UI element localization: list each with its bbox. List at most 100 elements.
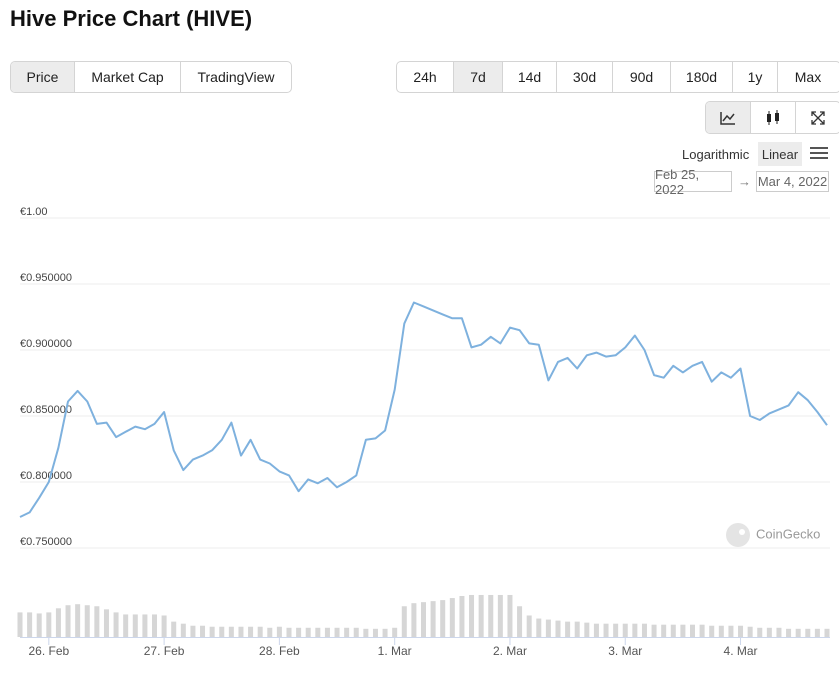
volume-bar xyxy=(728,625,734,637)
volume-bar xyxy=(238,626,244,637)
volume-bar xyxy=(315,627,321,637)
volume-bar xyxy=(641,623,647,637)
volume-bar xyxy=(65,605,71,637)
volume-bar xyxy=(622,623,628,637)
linear-option[interactable]: Linear xyxy=(758,142,802,166)
volume-bar xyxy=(440,600,446,637)
watermark: CoinGecko xyxy=(726,523,820,547)
x-tick-label: 28. Feb xyxy=(259,644,300,658)
volume-bar xyxy=(209,626,215,637)
volume-bar xyxy=(286,627,292,637)
volume-bar xyxy=(757,627,763,637)
date-arrow: → xyxy=(738,174,751,189)
volume-bar xyxy=(488,594,494,637)
volume-bar xyxy=(670,624,676,637)
line-icon xyxy=(720,111,735,125)
tab[interactable]: Market Cap xyxy=(75,62,181,92)
volume-bar xyxy=(353,627,359,637)
volume-bar xyxy=(449,598,455,637)
volume-bar xyxy=(690,624,695,637)
volume-bar xyxy=(593,623,599,637)
line-chart-button[interactable] xyxy=(706,102,751,133)
volume-bar xyxy=(565,621,571,637)
volume-bar xyxy=(171,621,177,637)
volume-bar xyxy=(574,621,580,637)
range-button[interactable]: 90d xyxy=(613,62,671,92)
volume-bar xyxy=(776,627,782,637)
volume-bar xyxy=(555,620,561,637)
volume-bar xyxy=(75,604,81,637)
menu-icon[interactable] xyxy=(810,146,828,160)
candle-icon xyxy=(767,109,779,125)
volume-bar xyxy=(344,627,350,637)
range-button[interactable]: 24h xyxy=(397,62,454,92)
volume-bar xyxy=(718,625,724,637)
volume-bar xyxy=(709,625,715,637)
volume-bar xyxy=(324,627,330,637)
volume-bar xyxy=(536,618,542,637)
range-group: 24h 7d 14d 30d 90d 180d 1y Max xyxy=(396,61,839,93)
date-to[interactable]: Mar 4, 2022 xyxy=(756,171,829,192)
volume-bar xyxy=(680,624,686,637)
y-tick-label: €0.750000 xyxy=(20,536,72,548)
volume-bar xyxy=(430,601,436,637)
volume-bar xyxy=(651,624,657,637)
volume-bar xyxy=(497,594,503,637)
volume-bar xyxy=(190,625,196,637)
volume-bar xyxy=(603,623,609,637)
chart-type-group xyxy=(705,101,839,134)
tab[interactable]: Price xyxy=(11,62,75,92)
volume-bar xyxy=(248,626,254,637)
volume-bar xyxy=(421,602,426,637)
volume-bar xyxy=(113,612,119,637)
volume-bar xyxy=(200,625,206,637)
volume-bar xyxy=(296,627,302,637)
x-tick-label: 26. Feb xyxy=(28,644,69,658)
volume-bar xyxy=(123,614,129,637)
watermark-text: CoinGecko xyxy=(756,526,820,541)
volume-bar xyxy=(661,624,667,637)
watermark-logo xyxy=(726,523,750,547)
volume-bar xyxy=(747,626,753,637)
volume-bar xyxy=(699,624,705,637)
x-tick-label: 3. Mar xyxy=(608,644,642,658)
volume-bar xyxy=(401,606,407,637)
volume-bar xyxy=(372,628,378,637)
range-button[interactable]: Max xyxy=(794,69,822,85)
y-tick-label: €0.850000 xyxy=(20,404,72,416)
volume-bar xyxy=(411,603,417,637)
tab[interactable]: TradingView xyxy=(197,69,275,85)
range-button[interactable]: 14d xyxy=(503,62,557,92)
y-tick-label: €0.950000 xyxy=(20,272,72,284)
range-button[interactable]: 1y xyxy=(733,62,778,92)
volume-bar xyxy=(142,614,148,637)
date-from[interactable]: Feb 25, 2022 xyxy=(654,167,732,197)
x-tick-label: 27. Feb xyxy=(144,644,185,658)
volume-bar xyxy=(795,628,801,637)
volume-bar xyxy=(584,622,590,637)
price-line xyxy=(19,301,828,518)
volume-bar xyxy=(46,612,52,637)
volume-bar xyxy=(545,619,551,637)
log-option[interactable]: Logarithmic xyxy=(682,147,750,162)
volume-bar xyxy=(459,596,465,637)
volume-bar xyxy=(824,628,830,637)
range-button[interactable]: 7d xyxy=(454,62,503,92)
candle-chart-button[interactable] xyxy=(751,102,796,133)
range-button[interactable]: 180d xyxy=(671,62,733,92)
volume-bar xyxy=(392,627,398,637)
volume-bar xyxy=(152,614,157,637)
volume-bar xyxy=(103,609,109,637)
plot: €1.00 €0.950000 €0.900000 €0.850000 €0.80000… xyxy=(17,206,830,658)
watermark-logo-eye xyxy=(739,529,745,535)
volume-bar xyxy=(786,628,792,637)
volume-bar xyxy=(738,625,744,637)
fullscreen-button[interactable] xyxy=(796,102,839,133)
volume-bar xyxy=(257,626,263,637)
range-button[interactable]: 30d xyxy=(557,62,613,92)
volume-bar xyxy=(632,623,638,637)
volume-bar xyxy=(805,628,811,637)
volume-bar xyxy=(84,605,90,637)
